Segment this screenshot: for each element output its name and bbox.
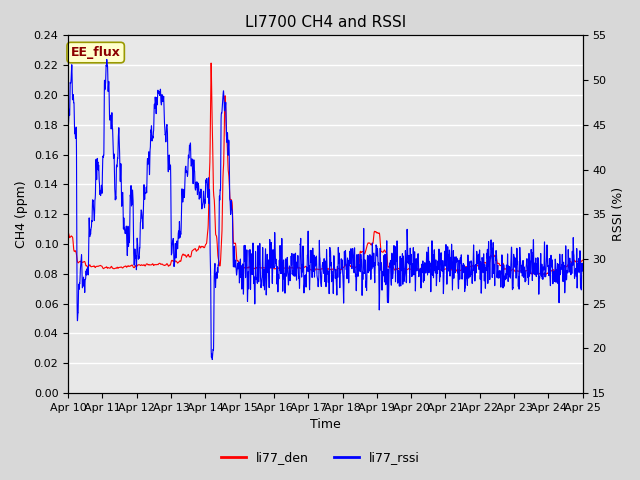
Legend: li77_den, li77_rssi: li77_den, li77_rssi <box>216 446 424 469</box>
Y-axis label: CH4 (ppm): CH4 (ppm) <box>15 180 28 248</box>
Text: EE_flux: EE_flux <box>71 46 120 59</box>
Title: LI7700 CH4 and RSSI: LI7700 CH4 and RSSI <box>244 15 406 30</box>
X-axis label: Time: Time <box>310 419 340 432</box>
Y-axis label: RSSI (%): RSSI (%) <box>612 187 625 241</box>
